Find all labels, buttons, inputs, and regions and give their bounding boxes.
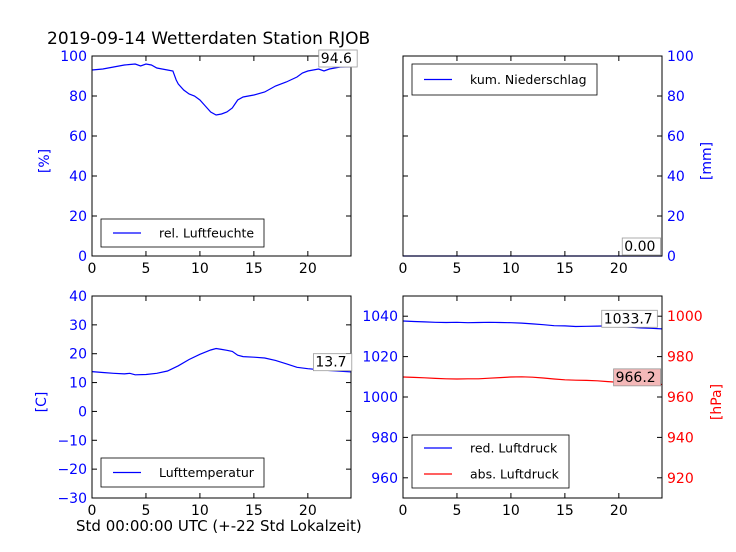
humidity-panel: 0 5 10 15 20 0 20 40 60 80 100 [%] 94.6 rel. Luftfeuc… [37,49,358,277]
y-axis-label: [C] [34,392,50,413]
value-readout-box [318,49,358,68]
y-tick-label: −20 [57,462,87,478]
value-readout: 1033.7 [604,311,653,327]
figure-title: 2019-09-14 Wetterdaten Station RJOB [47,29,370,49]
y-axis-label: [%] [37,149,53,173]
plot-frame-humidity [91,55,352,257]
x-tick-label: 20 [299,503,317,519]
x-tick-label: 15 [245,503,263,519]
x-tick-label: 15 [245,261,263,277]
figure-xlabel: Std 00:00:00 UTC (+-22 Std Lokalzeit) [76,517,362,535]
y-tick-label: 60 [69,129,87,145]
y-tick-label: 1000 [362,390,398,406]
y-tick-label: 40 [69,289,87,305]
legend-label: Lufttemperatur [159,465,255,480]
x-tick-label: 15 [556,503,574,519]
y-tick-label: 40 [667,169,685,185]
y-tick-label: 40 [69,169,87,185]
x-tick-label: 5 [452,503,461,519]
y-tick-label: 20 [69,347,87,363]
value-readout-box [601,309,658,328]
series-line-humidity-0 [91,63,352,116]
y2-tick-label: 920 [667,471,694,487]
y-tick-label: −30 [57,491,87,507]
y-tick-label: 100 [667,49,694,65]
value-readout-box [312,353,353,372]
series-line-temperature-0 [91,347,352,376]
x-tick-label: 20 [299,261,317,277]
x-tick-label: 0 [399,261,408,277]
value-readout: 966.2 [616,370,656,386]
y-tick-label: 0 [78,249,87,265]
x-tick-label: 0 [399,503,408,519]
y-tick-label: 960 [371,471,398,487]
temperature-panel: 0 5 10 15 20 −30 −20 −10 0 10 20 30 40 [C] 13.7 Lufttem… [34,289,353,519]
value-readout-box [613,368,661,387]
y-tick-label: −10 [57,433,87,449]
legend-label: abs. Luftdruck [470,467,560,482]
value-readout: 0.00 [624,239,655,255]
y2-tick-label: 980 [667,350,694,366]
x-tick-label: 10 [191,503,209,519]
value-readout: 94.6 [321,51,352,67]
y-tick-label: 60 [667,129,685,145]
y2-axis-label: [hPa] [709,384,725,420]
pressure-panel: 0 5 10 15 20 960 980 1000 1020 1040 920 940 960 980 10… [362,295,725,519]
legend-label: kum. Niederschlag [470,72,587,87]
x-tick-label: 10 [502,503,520,519]
y-tick-label: 10 [69,376,87,392]
legend-label: rel. Luftfeuchte [159,226,254,241]
x-tick-label: 15 [556,261,574,277]
y-tick-label: 20 [667,209,685,225]
x-tick-label: 5 [452,261,461,277]
y-axis-label: [mm] [699,142,715,180]
y-tick-label: 1040 [362,309,398,325]
y-tick-label: 100 [60,49,87,65]
x-tick-label: 5 [141,503,150,519]
precipitation-panel: 0 5 10 15 20 0 20 40 60 80 100 [mm] 0.00 kum. Nieders… [399,49,715,277]
x-tick-label: 10 [502,261,520,277]
y2-tick-label: 960 [667,390,694,406]
plot-frame-precip [402,55,663,257]
y2-tick-label: 1000 [667,309,703,325]
legend-box [411,434,570,489]
y-tick-label: 980 [371,430,398,446]
x-tick-label: 20 [610,261,628,277]
y-tick-label: 1020 [362,350,398,366]
x-tick-label: 0 [88,503,97,519]
plot-frame-temperature [91,295,352,499]
legend-label: red. Luftdruck [470,441,558,456]
value-readout-box [621,237,662,256]
y2-tick-label: 940 [667,430,694,446]
y-tick-label: 20 [69,209,87,225]
x-tick-label: 10 [191,261,209,277]
x-tick-label: 5 [141,261,150,277]
x-tick-label: 0 [88,261,97,277]
y-tick-label: 0 [667,249,676,265]
value-readout: 13.7 [315,355,346,371]
y-tick-label: 30 [69,318,87,334]
y-tick-label: 0 [78,404,87,420]
x-tick-label: 20 [610,503,628,519]
y-tick-label: 80 [667,89,685,105]
y-tick-label: 80 [69,89,87,105]
